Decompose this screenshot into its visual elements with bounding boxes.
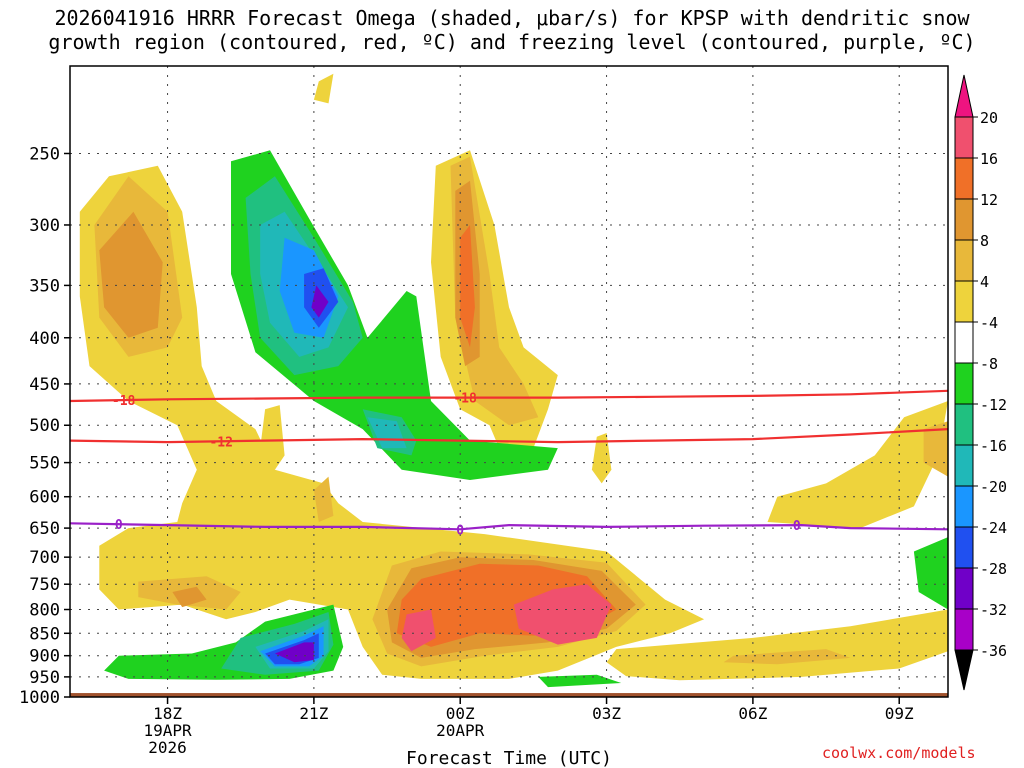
colorbar-label-9: -20 bbox=[980, 478, 1007, 496]
colorbar-label-2: 12 bbox=[980, 191, 998, 209]
colorbar-label-4: 4 bbox=[980, 273, 989, 291]
x-axis-label: Forecast Time (UTC) bbox=[406, 748, 612, 768]
omega-region-13 bbox=[723, 649, 851, 665]
omega-region-0 bbox=[79, 165, 705, 679]
colorbar-bottom-arrow bbox=[954, 649, 974, 691]
contour--12 bbox=[69, 428, 949, 444]
x-tick-label-30-0: 06Z bbox=[738, 704, 767, 723]
y-tick-label-1000: 1000 bbox=[19, 688, 60, 708]
contour-label--18: -18 bbox=[453, 392, 477, 407]
y-tick-label-250: 250 bbox=[29, 144, 60, 164]
temperature-contours: -18 -18 -12 0 0 0 bbox=[69, 389, 949, 538]
y-tick-label-900: 900 bbox=[29, 647, 60, 667]
colorbar-swatch-5 bbox=[954, 321, 974, 364]
colorbar-label-11: -28 bbox=[980, 560, 1007, 578]
y-tick-label-700: 700 bbox=[29, 548, 60, 568]
omega-region-11 bbox=[313, 476, 334, 522]
contour-label--18: -18 bbox=[112, 394, 136, 409]
omega-region-3 bbox=[606, 609, 948, 681]
y-tick-label-800: 800 bbox=[29, 601, 60, 621]
x-tick-label-18-0: 18Z bbox=[153, 704, 182, 723]
colorbar-label-3: 8 bbox=[980, 232, 989, 250]
grid-lines bbox=[70, 66, 948, 697]
omega-region-2 bbox=[767, 401, 948, 529]
y-tick-label-500: 500 bbox=[29, 416, 60, 436]
colorbar-label-8: -16 bbox=[980, 437, 1007, 455]
plot-frame bbox=[69, 65, 949, 698]
colorbar-swatch-10 bbox=[954, 526, 974, 569]
chart-title: 2026041916 HRRR Forecast Omega (shaded, … bbox=[0, 6, 1024, 54]
y-tick-label-300: 300 bbox=[29, 216, 60, 236]
y-tick-label-550: 550 bbox=[29, 454, 60, 474]
colorbar-swatch-4 bbox=[954, 280, 974, 323]
colorbar-label-10: -24 bbox=[980, 519, 1007, 537]
chart-title-line-2: growth region (contoured, red, ºC) and f… bbox=[48, 30, 976, 54]
colorbar-swatch-2 bbox=[954, 198, 974, 241]
colorbar-label-1: 16 bbox=[980, 150, 998, 168]
x-tick-label-27-0: 03Z bbox=[592, 704, 621, 723]
ground-layer bbox=[70, 693, 948, 697]
x-tick-label-24-0: 00Z bbox=[446, 704, 475, 723]
x-tick-label-18-2: 2026 bbox=[148, 738, 187, 757]
colorbar-top-arrow bbox=[954, 74, 974, 118]
colorbar-swatch-9 bbox=[954, 485, 974, 528]
contour-0 bbox=[69, 522, 949, 531]
colorbar-label-5: -4 bbox=[980, 314, 998, 332]
colorbar-label-0: 20 bbox=[980, 109, 998, 127]
omega-region-18 bbox=[460, 225, 475, 348]
x-tick-label-18-1: 19APR bbox=[143, 721, 192, 740]
x-tick-label-21-0: 21Z bbox=[299, 704, 328, 723]
colorbar-label-12: -32 bbox=[980, 601, 1007, 619]
colorbar-swatch-12 bbox=[954, 608, 974, 651]
y-tick-label-950: 950 bbox=[29, 668, 60, 688]
chart-title-line-1: 2026041916 HRRR Forecast Omega (shaded, … bbox=[54, 6, 970, 30]
y-tick-label-750: 750 bbox=[29, 575, 60, 595]
colorbar-label-13: -36 bbox=[980, 642, 1007, 660]
y-tick-label-650: 650 bbox=[29, 519, 60, 539]
omega-region-21 bbox=[401, 609, 436, 652]
y-tick-label-400: 400 bbox=[29, 329, 60, 349]
omega-region-6 bbox=[313, 73, 334, 104]
colorbar-label-6: -8 bbox=[980, 355, 998, 373]
credit-text: coolwx.com/models bbox=[822, 744, 976, 762]
omega-region-24 bbox=[913, 537, 948, 610]
omega-region-37 bbox=[274, 642, 314, 663]
y-tick-label-600: 600 bbox=[29, 488, 60, 508]
contour-label-0: 0 bbox=[793, 519, 801, 534]
colorbar-swatch-6 bbox=[954, 362, 974, 405]
shaded-omega-regions bbox=[79, 73, 948, 688]
ground-band bbox=[70, 693, 948, 697]
contour--18 bbox=[69, 389, 949, 403]
y-tick-label-850: 850 bbox=[29, 624, 60, 644]
contour-label-0: 0 bbox=[456, 523, 464, 538]
colorbar: 20 16 12 8 4 -4 -8 -12 -16 -20 -24 -28 -32 -36 bbox=[954, 74, 1007, 691]
omega-region-25 bbox=[538, 674, 622, 688]
colorbar-swatch-7 bbox=[954, 403, 974, 446]
contour-label-0: 0 bbox=[115, 518, 123, 533]
colorbar-swatch-8 bbox=[954, 444, 974, 487]
omega-region-20 bbox=[513, 584, 612, 645]
omega-region-14 bbox=[99, 211, 163, 338]
colorbar-swatch-1 bbox=[954, 157, 974, 200]
omega-region-17 bbox=[172, 586, 207, 608]
colorbar-swatch-11 bbox=[954, 567, 974, 610]
omega-region-12 bbox=[923, 421, 948, 477]
x-tick-label-24-1: 20APR bbox=[436, 721, 485, 740]
contour-label--12: -12 bbox=[209, 435, 232, 450]
colorbar-swatch-3 bbox=[954, 239, 974, 282]
x-tick-label-33-0: 09Z bbox=[885, 704, 914, 723]
y-tick-label-450: 450 bbox=[29, 375, 60, 395]
y-tick-label-350: 350 bbox=[29, 276, 60, 296]
colorbar-swatch-0 bbox=[954, 116, 974, 159]
axes: 250 300 350 400 450 500 550 600 650 700 750 800 850 9… bbox=[19, 65, 949, 757]
omega-region-4 bbox=[260, 405, 285, 470]
colorbar-label-7: -12 bbox=[980, 396, 1007, 414]
omega-region-36 bbox=[311, 285, 329, 318]
